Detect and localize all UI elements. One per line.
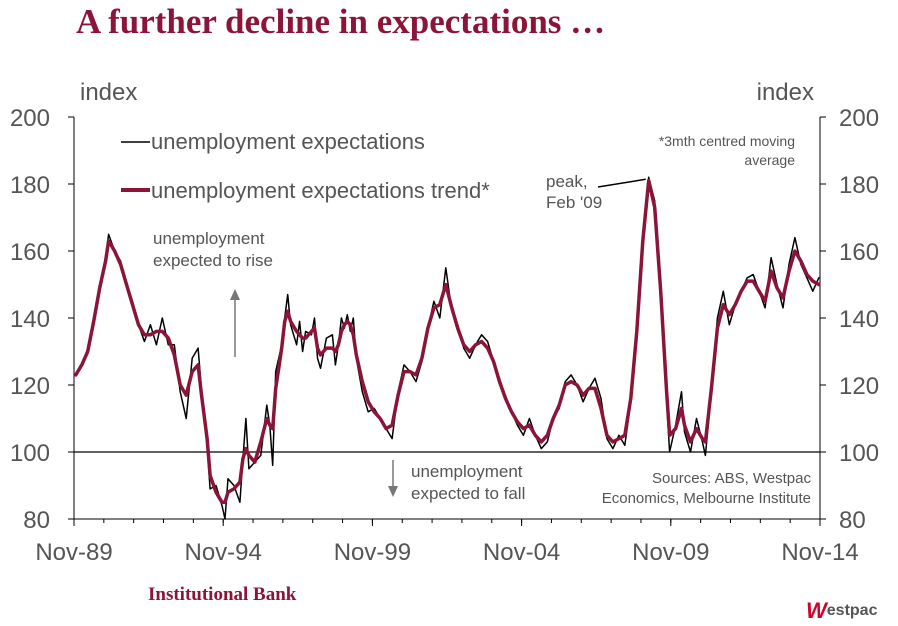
peak-pointer-line xyxy=(597,178,646,188)
y-tick-label-left: 120 xyxy=(10,373,50,400)
rise-annotation-line-1: unemployment xyxy=(153,229,265,248)
y-tick-label-right: 80 xyxy=(839,507,866,534)
y-tick-label-right: 140 xyxy=(839,306,879,333)
series-line-trend xyxy=(74,178,821,505)
x-tick-label: Nov-09 xyxy=(632,539,709,566)
legend-label-trend: unemployment expectations trend* xyxy=(151,178,490,203)
x-tick-label: Nov-99 xyxy=(334,539,411,566)
sources-line-1: Sources: ABS, Westpac xyxy=(652,470,811,487)
y-tick-label-right: 120 xyxy=(839,373,879,400)
y-tick-label-left: 140 xyxy=(10,306,50,333)
chart-axes xyxy=(68,116,826,526)
fall-annotation-line-1: unemployment xyxy=(411,462,523,481)
chart-labels: 80 80 100 100 120 120 140 140 160 160 180 180 200 200… xyxy=(10,79,879,566)
legend-label-expectations: unemployment expectations xyxy=(151,129,425,154)
institutional-bank-logo: Institutional Bank xyxy=(148,584,297,605)
y-tick-label-left: 100 xyxy=(10,440,50,467)
y-axis-label-right: index xyxy=(757,79,814,106)
rise-annotation-line-2: expected to rise xyxy=(153,251,273,270)
y-axis-label-left: index xyxy=(80,79,137,106)
peak-annotation-line-2: Feb '09 xyxy=(546,193,602,212)
y-tick-label-left: 180 xyxy=(10,172,50,199)
up-arrowhead-icon xyxy=(230,289,240,300)
chart-series xyxy=(74,176,821,520)
y-tick-label-left: 80 xyxy=(23,507,50,534)
y-tick-label-right: 200 xyxy=(839,105,879,132)
peak-annotation-line-1: peak, xyxy=(546,172,588,191)
x-tick-label: Nov-04 xyxy=(483,539,560,566)
footnote-line-1: *3mth centred moving xyxy=(659,133,795,149)
y-tick-label-right: 100 xyxy=(839,440,879,467)
fall-annotation-line-2: expected to fall xyxy=(411,484,525,503)
y-tick-label-left: 160 xyxy=(10,239,50,266)
footnote-line-2: average xyxy=(744,152,795,168)
x-tick-label: Nov-94 xyxy=(185,539,262,566)
westpac-logo: W estpac xyxy=(806,598,877,624)
sources-line-2: Economics, Melbourne Institute xyxy=(602,490,811,507)
westpac-w-icon: W xyxy=(806,598,827,623)
y-tick-label-right: 180 xyxy=(839,172,879,199)
westpac-logo-text: estpac xyxy=(826,602,878,619)
page-title: A further decline in expectations … xyxy=(76,2,606,41)
down-arrowhead-icon xyxy=(388,486,398,497)
x-tick-label: Nov-89 xyxy=(35,539,112,566)
y-tick-label-left: 200 xyxy=(10,105,50,132)
x-tick-label: Nov-14 xyxy=(781,539,858,566)
y-tick-label-right: 160 xyxy=(839,239,879,266)
